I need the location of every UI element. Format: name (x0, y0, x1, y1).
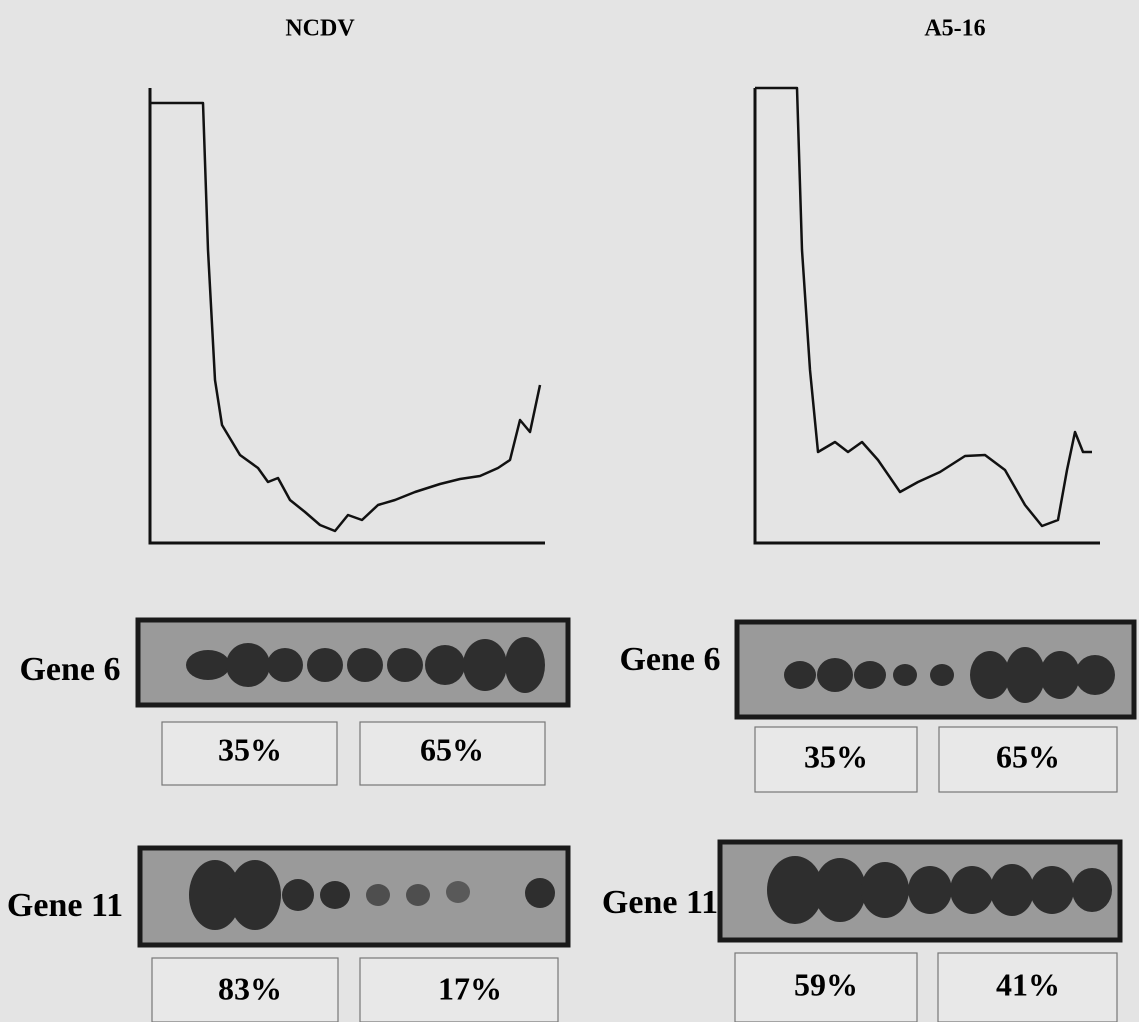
percent-box (151, 957, 339, 1022)
band (347, 648, 383, 682)
bands (189, 860, 555, 930)
band (908, 866, 952, 914)
band (307, 648, 343, 682)
axes (148, 88, 545, 545)
band (229, 860, 281, 930)
percent: 17% (438, 970, 502, 1006)
gene-label: Gene 11 (602, 884, 718, 921)
bands (186, 637, 545, 693)
percent-box (359, 721, 546, 786)
band (930, 664, 954, 686)
percent: 83% (218, 970, 282, 1006)
bands (784, 647, 1115, 703)
band (425, 645, 465, 685)
percent-box (754, 726, 918, 793)
band (186, 650, 230, 680)
band (784, 661, 816, 689)
percent: 59% (794, 966, 858, 1002)
band (893, 664, 917, 686)
band (767, 856, 823, 924)
gene-label: Gene 11 (7, 887, 123, 924)
percent-box (734, 952, 918, 1022)
percent: 35% (804, 738, 868, 774)
band (814, 858, 866, 922)
band (282, 879, 314, 911)
panel-title: A5-16 (924, 16, 985, 42)
band (366, 884, 390, 906)
band (970, 651, 1010, 699)
gene-label: Gene 6 (619, 641, 720, 678)
density-trace (755, 86, 1092, 528)
percent: 65% (996, 738, 1060, 774)
band (525, 878, 555, 908)
percent-box (938, 726, 1118, 793)
band (189, 860, 241, 930)
band (1075, 655, 1115, 695)
density-trace (150, 101, 542, 533)
band (990, 864, 1034, 916)
gene-label: Gene 6 (19, 651, 120, 688)
band (1030, 866, 1074, 914)
band (446, 881, 470, 903)
band (861, 862, 909, 918)
percent-box (937, 952, 1118, 1022)
band (267, 648, 303, 682)
band (463, 639, 507, 691)
percent: 41% (996, 966, 1060, 1002)
band (1040, 651, 1080, 699)
panel-title: NCDV (285, 16, 355, 42)
band (1072, 868, 1112, 912)
band (854, 661, 886, 689)
band (406, 884, 430, 906)
band (320, 881, 350, 909)
band (817, 658, 853, 692)
band (226, 643, 270, 687)
band (387, 648, 423, 682)
percent: 35% (218, 731, 282, 767)
band (1005, 647, 1045, 703)
band (505, 637, 545, 693)
bands (767, 856, 1112, 924)
axes (753, 88, 1100, 545)
band (950, 866, 994, 914)
percent: 65% (420, 731, 484, 767)
percent-box (161, 721, 338, 786)
percent-box (359, 957, 559, 1022)
